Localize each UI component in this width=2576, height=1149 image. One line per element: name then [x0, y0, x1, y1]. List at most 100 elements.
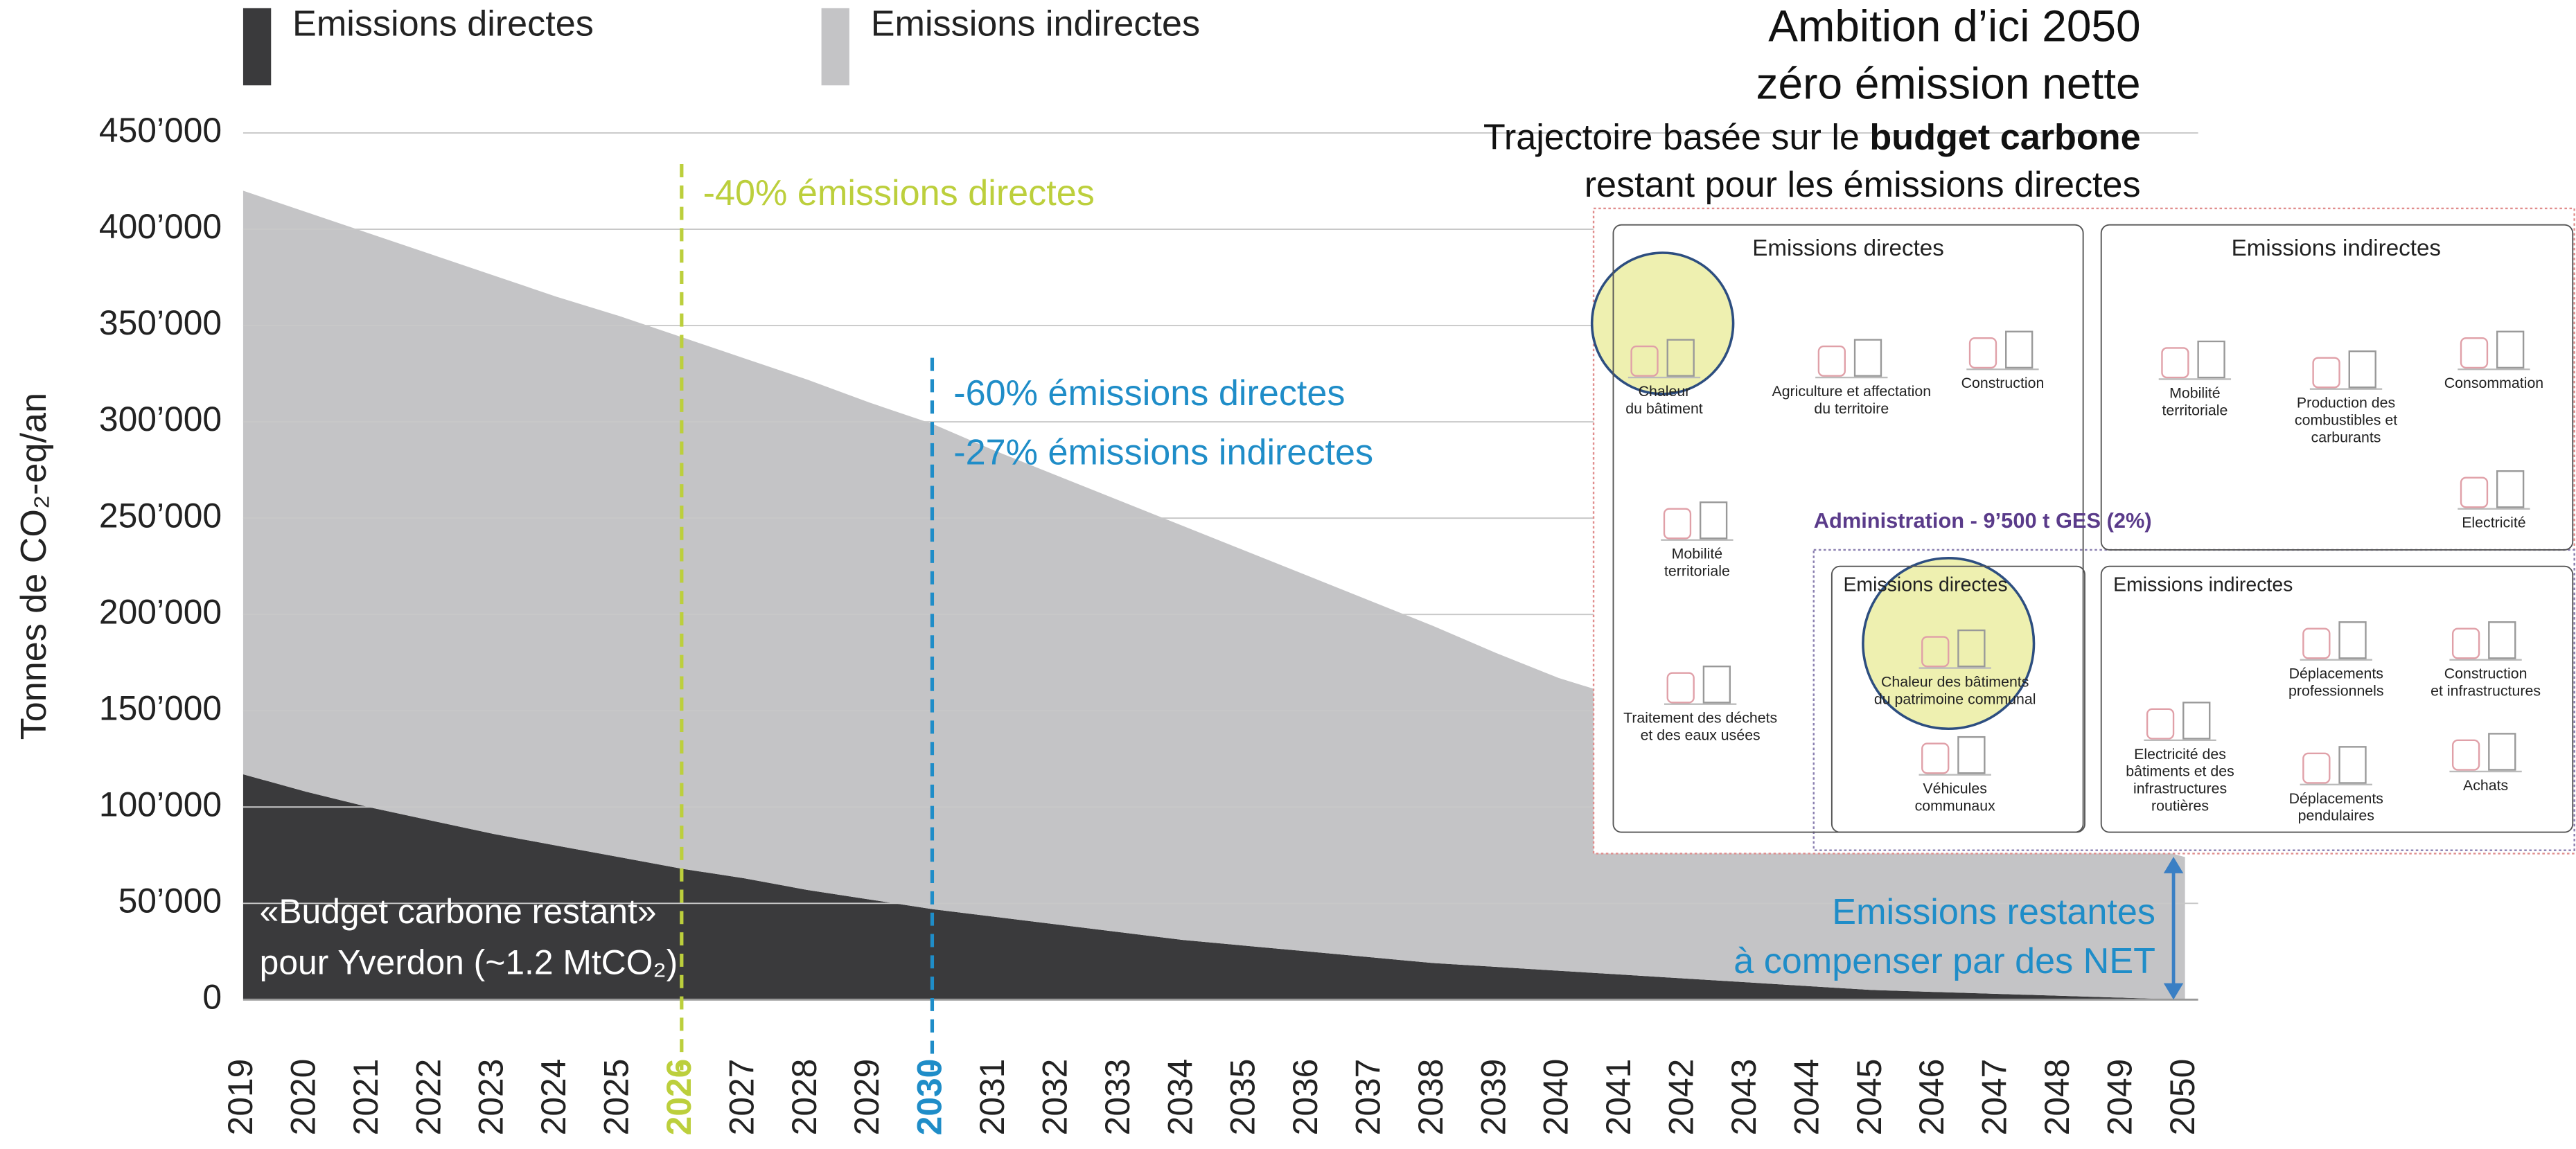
x-tick-label: 2041 — [1599, 1059, 1638, 1136]
x-tick-label: 2026 — [660, 1059, 698, 1136]
annotation-text: -27% émissions indirectes — [953, 432, 1373, 472]
item-icon — [1918, 736, 1991, 776]
item-label: Production des — [2297, 395, 2395, 411]
inset-panel — [2100, 565, 2574, 833]
item-label: Achats — [2463, 777, 2508, 794]
remaining-note: à compenser par des NET — [1733, 941, 2155, 981]
item-label: combustibles et — [2295, 412, 2397, 429]
item-icon — [2458, 470, 2530, 510]
icon-part — [2182, 702, 2211, 740]
x-tick-label: 2050 — [2163, 1059, 2202, 1136]
item-icon — [1664, 666, 1737, 705]
highlight-circle — [1590, 251, 1735, 395]
budget-note: «Budget carbone restant» — [260, 892, 657, 931]
x-tick-label: 2049 — [2100, 1059, 2139, 1136]
y-tick-label: 50’000 — [118, 881, 222, 920]
x-tick-label: 2038 — [1411, 1059, 1450, 1136]
item-label: Electricité — [2462, 515, 2525, 531]
item-label: et infrastructures — [2431, 683, 2541, 700]
icon-part — [1921, 636, 1950, 668]
legend-swatch — [242, 8, 272, 86]
y-tick-label: 0 — [202, 977, 222, 1016]
item-label: Chaleur des bâtiments — [1881, 674, 2029, 691]
item-icon — [2458, 330, 2530, 371]
icon-part — [2348, 350, 2376, 389]
legend-swatch — [821, 8, 849, 86]
item-label: carburants — [2311, 429, 2381, 445]
x-tick-label: 2043 — [1724, 1059, 1763, 1136]
x-tick-label: 2024 — [534, 1059, 573, 1136]
panel-title: Emissions directes — [1843, 574, 2007, 596]
legend-label: Emissions indirectes — [871, 4, 1200, 44]
x-tick-label: 2040 — [1537, 1059, 1576, 1136]
budget-note: pour Yverdon (~1.2 MtCO₂) — [260, 943, 678, 982]
y-tick-label: 300’000 — [99, 400, 222, 438]
item-label: et des eaux usées — [1641, 727, 1761, 744]
icon-part — [2302, 627, 2331, 659]
y-tick-label: 150’000 — [99, 688, 222, 727]
item-icon — [2158, 340, 2232, 380]
x-tick-label: 2042 — [1662, 1059, 1701, 1136]
item-label: Chaleur — [1639, 383, 1691, 400]
x-tick-label: 2035 — [1224, 1059, 1262, 1136]
item-label: Electricité des — [2134, 746, 2226, 763]
item-icon — [1661, 501, 1733, 541]
item-label: bâtiments et des — [2126, 763, 2234, 780]
chart-title: Ambition d’ici 2050 — [1768, 1, 2140, 51]
icon-part — [1666, 672, 1695, 704]
item-icon — [2300, 621, 2372, 661]
y-axis-label: Tonnes de CO₂-eq/an — [14, 393, 54, 740]
area — [242, 774, 2185, 1000]
icon-part — [2302, 752, 2331, 784]
annotation-text: -60% émissions directes — [953, 373, 1345, 413]
x-tick-label: 2034 — [1161, 1059, 1199, 1136]
x-tick-label: 2045 — [1850, 1059, 1889, 1136]
item-label: infrastructures — [2133, 781, 2227, 797]
item-label: du territoire — [1814, 400, 1889, 417]
item-icon — [2144, 702, 2216, 742]
icon-part — [1663, 508, 1692, 540]
x-tick-label: 2029 — [847, 1059, 886, 1136]
admin-label: Administration - 9’500 t GES (2%) — [1814, 508, 2152, 533]
icon-part — [2496, 470, 2525, 508]
item-icon — [1627, 339, 1701, 379]
x-tick-label: 2048 — [2038, 1059, 2076, 1136]
item-icon — [1966, 330, 2039, 371]
item-label: territoriale — [2162, 402, 2227, 418]
icon-part — [1957, 629, 1986, 668]
legend-label: Emissions directes — [292, 4, 594, 44]
annotation-text: -40% émissions directes — [703, 173, 1095, 213]
icon-part — [2460, 337, 2489, 369]
item-icon — [1815, 339, 1888, 379]
x-tick-label: 2028 — [785, 1059, 824, 1136]
y-tick-label: 200’000 — [99, 592, 222, 631]
subtitle-part: Trajectoire basée sur le — [1483, 117, 1870, 157]
icon-part — [2451, 739, 2480, 771]
x-tick-label: 2020 — [283, 1059, 322, 1136]
icon-part — [1630, 345, 1659, 377]
x-tick-label: 2030 — [910, 1059, 949, 1136]
x-tick-label: 2037 — [1348, 1059, 1387, 1136]
icon-part — [2496, 330, 2525, 369]
item-icon — [2449, 733, 2522, 773]
x-tick-label: 2027 — [722, 1059, 761, 1136]
inset-panel — [1830, 565, 2085, 833]
icon-part — [2338, 621, 2367, 659]
item-label: territoriale — [1664, 563, 1730, 580]
y-tick-label: 450’000 — [99, 111, 222, 150]
y-tick-label: 400’000 — [99, 207, 222, 246]
y-tick-label: 350’000 — [99, 303, 222, 342]
x-tick-label: 2032 — [1035, 1059, 1074, 1136]
x-tick-label: 2044 — [1787, 1059, 1826, 1136]
icon-part — [1699, 501, 1728, 540]
subtitle-part: budget carbone — [1869, 117, 2140, 157]
item-icon — [2449, 621, 2522, 661]
icon-part — [2161, 347, 2189, 379]
item-icon — [2309, 350, 2383, 390]
x-tick-label: 2025 — [597, 1059, 636, 1136]
icon-part — [1968, 337, 1997, 369]
chart-subtitle: restant pour les émissions directes — [1585, 165, 2141, 205]
item-label: Traitement des déchets — [1623, 710, 1777, 727]
x-tick-label: 2031 — [973, 1059, 1012, 1136]
